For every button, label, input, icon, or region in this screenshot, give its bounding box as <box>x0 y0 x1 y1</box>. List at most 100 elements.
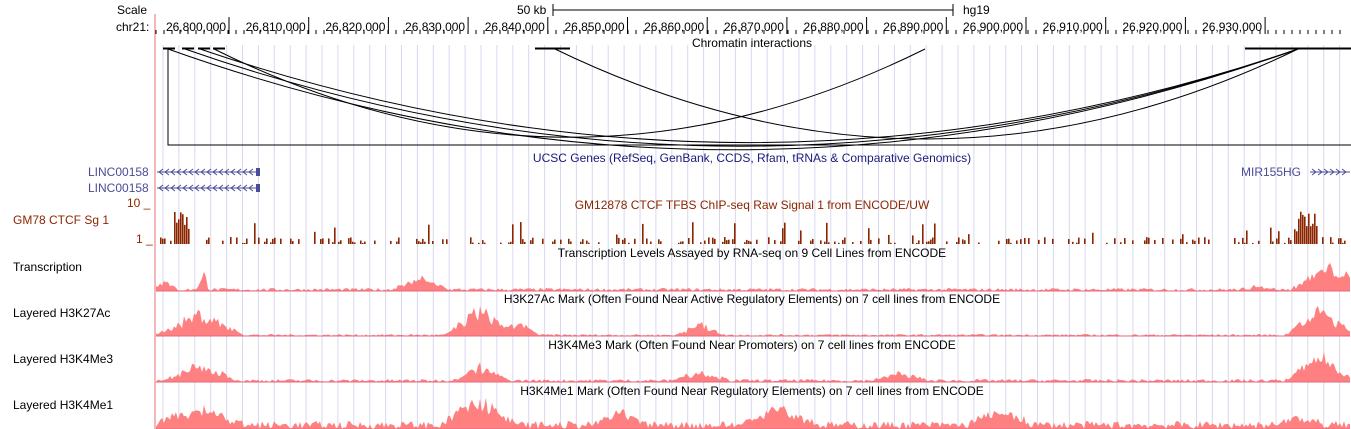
genes-track-title[interactable]: UCSC Genes (RefSeq, GenBank, CCDS, Rfam,… <box>532 151 972 165</box>
ctcf-signal-bar <box>618 237 620 244</box>
ctcf-signal-bar <box>1208 239 1210 244</box>
ucsc-genes-track[interactable] <box>157 168 1350 192</box>
gene-label-mir155hg[interactable]: MIR155HG <box>1241 165 1302 179</box>
transcription-track[interactable] <box>156 263 1350 292</box>
ctcf-signal-bar <box>586 240 588 244</box>
ctcf-signal-bar <box>1234 238 1236 244</box>
ctcf-signal-bar <box>1276 238 1278 244</box>
h3k4me3-track-title[interactable]: H3K4Me3 Mark (Often Found Near Promoters… <box>548 338 956 352</box>
ctcf-signal-bar <box>722 241 724 244</box>
coordinate-label: 26,820,000 <box>325 20 386 34</box>
k4m1-signal-area <box>156 397 1350 429</box>
ctcf-signal-bar <box>206 239 208 244</box>
ctcf-signal-bar <box>870 239 872 244</box>
assembly-label: hg19 <box>963 3 990 17</box>
ctcf-signal-bar <box>962 239 964 244</box>
ctcf-signal-bar <box>442 239 444 244</box>
ctcf-signal-bar <box>174 212 176 244</box>
ctcf-signal-bar <box>1078 237 1080 244</box>
ctcf-signal-bar <box>1044 237 1046 244</box>
gene-linc00158-a-strand-arrow <box>224 168 230 176</box>
ctcf-signal-bar <box>398 237 400 244</box>
ctcf-signal-bar <box>748 240 750 244</box>
h3k4me1-track-label[interactable]: Layered H3K4Me1 <box>13 398 114 412</box>
ctcf-signal-bar <box>208 237 210 244</box>
h3k4me1-track[interactable] <box>156 397 1350 429</box>
gene-label-linc00158-2[interactable]: LINC00158 <box>88 181 149 195</box>
ctcf-signal-bar <box>1114 238 1116 244</box>
interaction-arc <box>199 48 1299 144</box>
ctcf-signal-bar <box>1120 242 1122 244</box>
ctcf-signal-bar <box>1180 238 1182 244</box>
ctcf-signal-bar <box>878 238 880 244</box>
txn-signal-area <box>156 263 1350 291</box>
ctcf-signal-bar <box>680 241 682 244</box>
ctcf-signal-bar <box>1154 240 1156 244</box>
gene-linc00158-a-strand-arrow <box>242 168 248 176</box>
transcription-track-title[interactable]: Transcription Levels Assayed by RNA-seq … <box>557 246 947 260</box>
ctcf-signal-bar <box>508 242 510 244</box>
ctcf-signal-bar <box>646 238 648 244</box>
ctcf-signal-bar <box>328 238 330 244</box>
gene-linc00158-b-strand-arrow <box>206 184 212 192</box>
interaction-arc <box>184 48 1299 147</box>
ctcf-signal-bar <box>170 240 172 244</box>
ctcf-signal-bar <box>582 239 584 244</box>
h3k4me3-track[interactable] <box>156 352 1350 383</box>
ctcf-signal-bar <box>634 238 636 244</box>
gene-linc00158-b-strand-arrow <box>242 184 248 192</box>
ctcf-signal-bar <box>424 241 426 244</box>
ctcf-signal-bar <box>1322 237 1324 244</box>
interaction-long-range <box>167 49 1351 146</box>
ctcf-signal-bar <box>624 238 626 244</box>
ctcf-signal-bar <box>560 239 562 244</box>
ctcf-signal-bar <box>1194 240 1196 244</box>
ctcf-signal-bar <box>820 240 822 244</box>
chromatin-interactions-track[interactable] <box>163 47 1351 151</box>
gene-linc00158-b-strand-arrow <box>170 184 176 192</box>
ctcf-signal-bar <box>894 242 896 244</box>
ctcf-signal-bar <box>222 240 224 244</box>
h3k27ac-track[interactable] <box>156 306 1350 337</box>
gene-linc00158-a-strand-arrow <box>194 168 200 176</box>
ctcf-signal-bar <box>968 234 970 244</box>
h3k27ac-track-label[interactable]: Layered H3K27Ac <box>13 306 111 320</box>
gene-label-linc00158-1[interactable]: LINC00158 <box>88 165 149 179</box>
ctcf-signal-bar <box>314 231 316 244</box>
ctcf-signal-bar <box>834 241 836 244</box>
ctcf-signal-bar <box>472 242 474 244</box>
ctcf-signal-bar <box>340 240 342 244</box>
ctcf-signal-bar <box>1084 238 1086 244</box>
h3k27ac-track-title[interactable]: H3K27Ac Mark (Often Found Near Active Re… <box>503 292 1001 306</box>
ctcf-track-label[interactable]: GM78 CTCF Sg 1 <box>13 213 110 227</box>
ctcf-signal-bar <box>360 240 362 244</box>
base-position-ruler[interactable] <box>155 4 1341 34</box>
transcription-track-label[interactable]: Transcription <box>13 260 82 274</box>
h3k4me1-track-title[interactable]: H3K4Me1 Mark (Often Found Near Regulator… <box>520 384 984 398</box>
ctcf-signal-bar <box>280 238 282 244</box>
ctcf-track-title[interactable]: GM12878 CTCF TFBS ChIP-seq Raw Signal 1 … <box>574 198 930 212</box>
ctcf-signal-bar <box>812 239 814 244</box>
ctcf-signal-bar <box>542 238 544 244</box>
ctcf-signal-bar <box>1344 240 1346 244</box>
ctcf-signal-bar <box>258 237 260 244</box>
ctcf-signal-bar <box>1182 234 1184 244</box>
ctcf-signal-bar <box>616 234 618 244</box>
ctcf-signal-bar <box>1192 239 1194 244</box>
chromatin-track-title[interactable]: Chromatin interactions <box>691 36 813 50</box>
gene-linc00158-a-strand-arrow <box>188 168 194 176</box>
ctcf-signal-bar <box>852 242 854 244</box>
ctcf-signal-bar <box>744 242 746 244</box>
ctcf-signal-track[interactable] <box>160 211 1346 244</box>
ctcf-signal-bar <box>1124 238 1126 244</box>
ctcf-signal-bar <box>1162 237 1164 244</box>
ctcf-signal-bar <box>1342 242 1344 244</box>
ctcf-signal-bar <box>184 224 186 244</box>
ctcf-signal-bar <box>1068 239 1070 244</box>
ctcf-signal-bar <box>658 239 660 244</box>
h3k4me3-track-label[interactable]: Layered H3K4Me3 <box>13 352 114 366</box>
ctcf-signal-bar <box>1314 213 1316 244</box>
ctcf-signal-bar <box>1300 211 1302 244</box>
ctcf-signal-bar <box>1092 232 1094 244</box>
